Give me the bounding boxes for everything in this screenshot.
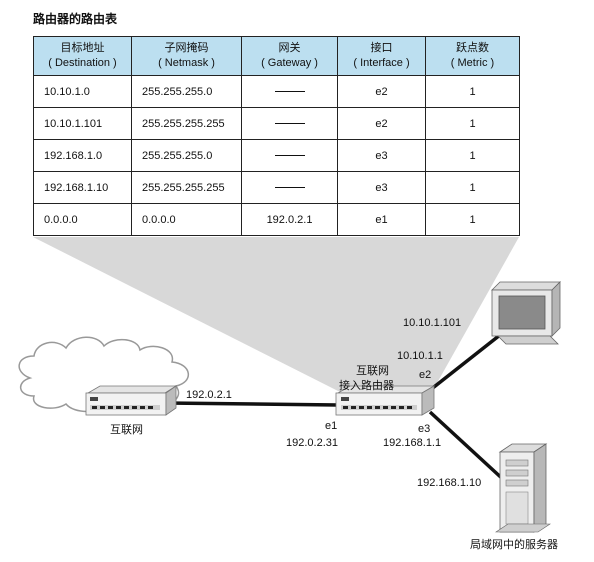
access-router-icon xyxy=(335,385,436,416)
cable-e3 xyxy=(428,410,508,484)
cell-gateway xyxy=(241,139,338,172)
routing-table: 目标地址( Destination ) 子网掩码( Netmask ) 网关( … xyxy=(33,36,520,236)
e2-label: e2 xyxy=(419,369,432,381)
cell-destination: 192.168.1.10 xyxy=(33,171,132,204)
internet-router-icon xyxy=(85,385,178,416)
page-title: 路由器的路由表 xyxy=(33,12,118,26)
internet-label: 互联网 xyxy=(110,424,143,436)
cell-destination: 10.10.1.0 xyxy=(33,75,132,108)
cell-netmask: 0.0.0.0 xyxy=(131,203,242,236)
cell-netmask: 255.255.255.0 xyxy=(131,75,242,108)
cell-interface: e2 xyxy=(337,75,426,108)
cell-netmask: 255.255.255.0 xyxy=(131,139,242,172)
cell-gateway xyxy=(241,75,338,108)
no-gateway-dash xyxy=(274,91,305,93)
cell-metric: 1 xyxy=(425,139,520,172)
cell-destination: 10.10.1.101 xyxy=(33,107,132,140)
cell-gateway xyxy=(241,107,338,140)
cell-metric: 1 xyxy=(425,171,520,204)
e3-label: e3 xyxy=(418,423,431,435)
e1-ip: 192.0.2.31 xyxy=(286,437,338,449)
table-row: 10.10.1.0 255.255.255.0 e2 1 xyxy=(33,75,520,108)
cell-interface: e2 xyxy=(337,107,426,140)
pc-ip: 10.10.1.101 xyxy=(403,317,462,329)
cell-gateway: 192.0.2.1 xyxy=(241,203,338,236)
cable-e1 xyxy=(164,401,339,407)
access-router-label-line2: 接入路由器 xyxy=(339,380,394,392)
table-row: 192.168.1.0 255.255.255.0 e3 1 xyxy=(33,139,520,172)
header-gateway: 网关( Gateway ) xyxy=(241,36,338,76)
cell-destination: 0.0.0.0 xyxy=(33,203,132,236)
cell-metric: 1 xyxy=(425,203,520,236)
cell-gateway xyxy=(241,171,338,204)
e3-ip: 192.168.1.1 xyxy=(383,437,442,449)
table-header-row: 目标地址( Destination ) 子网掩码( Netmask ) 网关( … xyxy=(33,36,520,76)
callout-wedge xyxy=(33,237,519,392)
server-ip: 192.168.1.10 xyxy=(417,477,482,489)
cell-interface: e3 xyxy=(337,171,426,204)
cell-interface: e3 xyxy=(337,139,426,172)
cell-netmask: 255.255.255.255 xyxy=(131,107,242,140)
no-gateway-dash xyxy=(274,187,305,189)
no-gateway-dash xyxy=(274,123,305,125)
e1-label: e1 xyxy=(325,420,338,432)
header-destination: 目标地址( Destination ) xyxy=(33,36,132,76)
access-router-label-line1: 互联网 xyxy=(356,365,389,377)
no-gateway-dash xyxy=(274,155,305,157)
internet-router-ip: 192.0.2.1 xyxy=(186,389,232,401)
header-metric: 跃点数( Metric ) xyxy=(425,36,520,76)
header-netmask: 子网掩码( Netmask ) xyxy=(131,36,242,76)
table-row: 10.10.1.101 255.255.255.255 e2 1 xyxy=(33,107,520,140)
cell-metric: 1 xyxy=(425,75,520,108)
server-icon xyxy=(495,443,551,533)
server-label: 局域网中的服务器 xyxy=(470,539,558,551)
cell-metric: 1 xyxy=(425,107,520,140)
cell-destination: 192.168.1.0 xyxy=(33,139,132,172)
table-row: 0.0.0.0 0.0.0.0 192.0.2.1 e1 1 xyxy=(33,203,520,236)
pc-monitor-icon xyxy=(491,281,561,345)
table-row: 192.168.1.10 255.255.255.255 e3 1 xyxy=(33,171,520,204)
e2-ip: 10.10.1.1 xyxy=(397,350,443,362)
cell-netmask: 255.255.255.255 xyxy=(131,171,242,204)
cell-interface: e1 xyxy=(337,203,426,236)
header-interface: 接口( Interface ) xyxy=(337,36,426,76)
